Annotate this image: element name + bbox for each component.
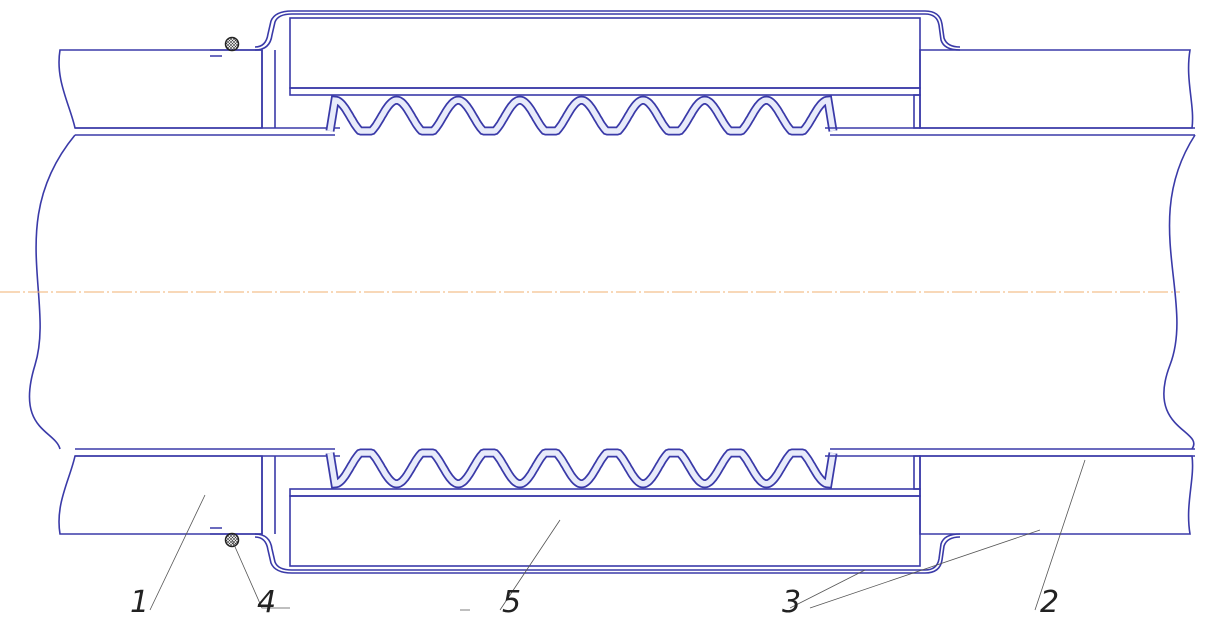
upper-half: [59, 11, 1195, 135]
callout-label: 1: [130, 585, 149, 619]
callout-label: 3: [782, 585, 801, 619]
callout-label: 2: [1040, 585, 1059, 619]
drawing: 1 4 5 3 2: [0, 0, 1205, 619]
callout-label: 4: [257, 585, 276, 619]
lower-half: [59, 449, 1195, 573]
callout-label: 5: [502, 585, 521, 619]
